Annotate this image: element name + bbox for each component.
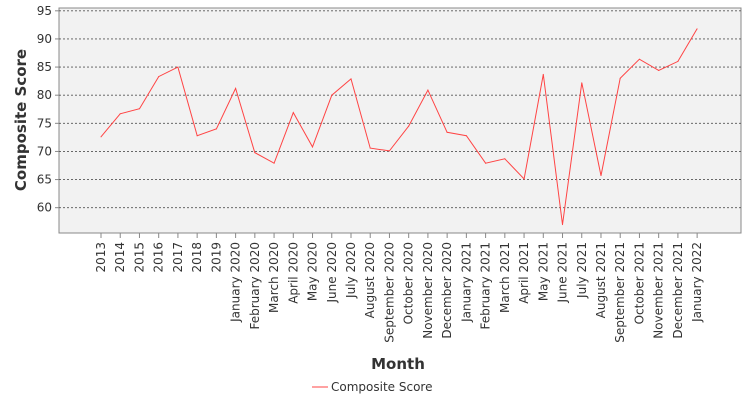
data-point — [177, 66, 179, 68]
x-tick-label: January 2020 — [229, 242, 243, 323]
y-axis-ticks: 60 65 70 75 80 85 90 95 — [37, 4, 59, 215]
data-point — [138, 108, 140, 110]
legend-label: Composite Score — [331, 380, 432, 394]
x-tick-label: March 2021 — [498, 242, 512, 313]
x-tick-label: September 2021 — [613, 242, 627, 343]
x-tick-label: November 2020 — [421, 242, 435, 339]
data-point — [696, 28, 698, 30]
data-point — [158, 76, 160, 78]
data-point — [523, 178, 525, 180]
data-point — [408, 125, 410, 127]
x-tick-label: October 2021 — [632, 242, 646, 324]
x-tick-label: September 2020 — [382, 242, 396, 343]
data-point — [465, 135, 467, 137]
x-tick-label: December 2021 — [671, 242, 685, 339]
data-point — [485, 162, 487, 164]
x-tick-label: 2019 — [209, 242, 223, 273]
y-tick-label: 90 — [37, 32, 52, 46]
y-tick-label: 70 — [37, 144, 52, 158]
grid-lines — [59, 10, 741, 209]
series-layer — [100, 28, 698, 226]
data-point — [292, 112, 294, 114]
plot-area — [58, 7, 742, 234]
y-tick-label: 80 — [37, 88, 52, 102]
data-point — [254, 152, 256, 154]
data-point — [658, 69, 660, 71]
data-point — [312, 146, 314, 148]
x-tick-label: May 2021 — [536, 242, 550, 301]
x-tick-label: June 2021 — [556, 242, 570, 304]
x-tick-label: November 2021 — [652, 242, 666, 339]
x-tick-label: June 2020 — [325, 242, 339, 304]
data-point — [638, 58, 640, 60]
x-tick-label: July 2020 — [344, 242, 358, 299]
x-tick-label: March 2020 — [267, 242, 281, 313]
data-point — [388, 150, 390, 152]
data-point — [446, 131, 448, 133]
x-tick-label: May 2020 — [306, 242, 320, 301]
x-tick-label: October 2020 — [402, 242, 416, 324]
data-point — [350, 78, 352, 80]
data-point — [119, 113, 121, 115]
x-tick-label: April 2021 — [517, 242, 531, 304]
data-point — [215, 128, 217, 130]
x-tick-label: 2018 — [190, 242, 204, 273]
data-point — [331, 94, 333, 96]
y-tick-label: 95 — [37, 4, 52, 18]
y-axis-title: Composite Score — [12, 49, 30, 191]
x-tick-label: 2014 — [113, 242, 127, 273]
data-point — [427, 89, 429, 91]
data-point — [562, 224, 564, 226]
x-tick-label: August 2021 — [594, 242, 608, 318]
data-point — [600, 175, 602, 177]
x-tick-label: February 2020 — [248, 242, 262, 330]
legend: Composite Score — [312, 380, 432, 394]
x-tick-label: 2013 — [94, 242, 108, 273]
data-point — [100, 136, 102, 138]
x-tick-label: 2016 — [152, 242, 166, 273]
x-tick-label: 2017 — [171, 242, 185, 273]
data-point — [273, 162, 275, 164]
data-point — [677, 60, 679, 62]
x-tick-label: August 2020 — [363, 242, 377, 318]
x-axis-title: Month — [371, 355, 425, 373]
data-point — [235, 87, 237, 89]
x-tick-label: December 2020 — [440, 242, 454, 339]
y-tick-label: 75 — [37, 116, 52, 130]
data-point — [581, 82, 583, 84]
y-tick-label: 65 — [37, 173, 52, 187]
x-tick-label: February 2021 — [479, 242, 493, 330]
x-tick-label: 2015 — [132, 242, 146, 273]
x-tick-label: January 2022 — [690, 242, 704, 323]
x-tick-label: April 2020 — [286, 242, 300, 304]
series-line-composite-score — [100, 28, 698, 225]
y-tick-label: 85 — [37, 60, 52, 74]
data-point — [619, 77, 621, 79]
x-tick-label: January 2021 — [459, 242, 473, 323]
x-axis-ticks: 2013 2014 2015 2016 2017 2018 2019 January 2020… — [94, 233, 704, 343]
x-tick-label: July 2021 — [575, 242, 589, 299]
y-tick-label: 60 — [37, 201, 52, 215]
data-point — [369, 147, 371, 149]
data-point — [504, 158, 506, 160]
data-point — [196, 135, 198, 137]
data-point — [542, 73, 544, 75]
